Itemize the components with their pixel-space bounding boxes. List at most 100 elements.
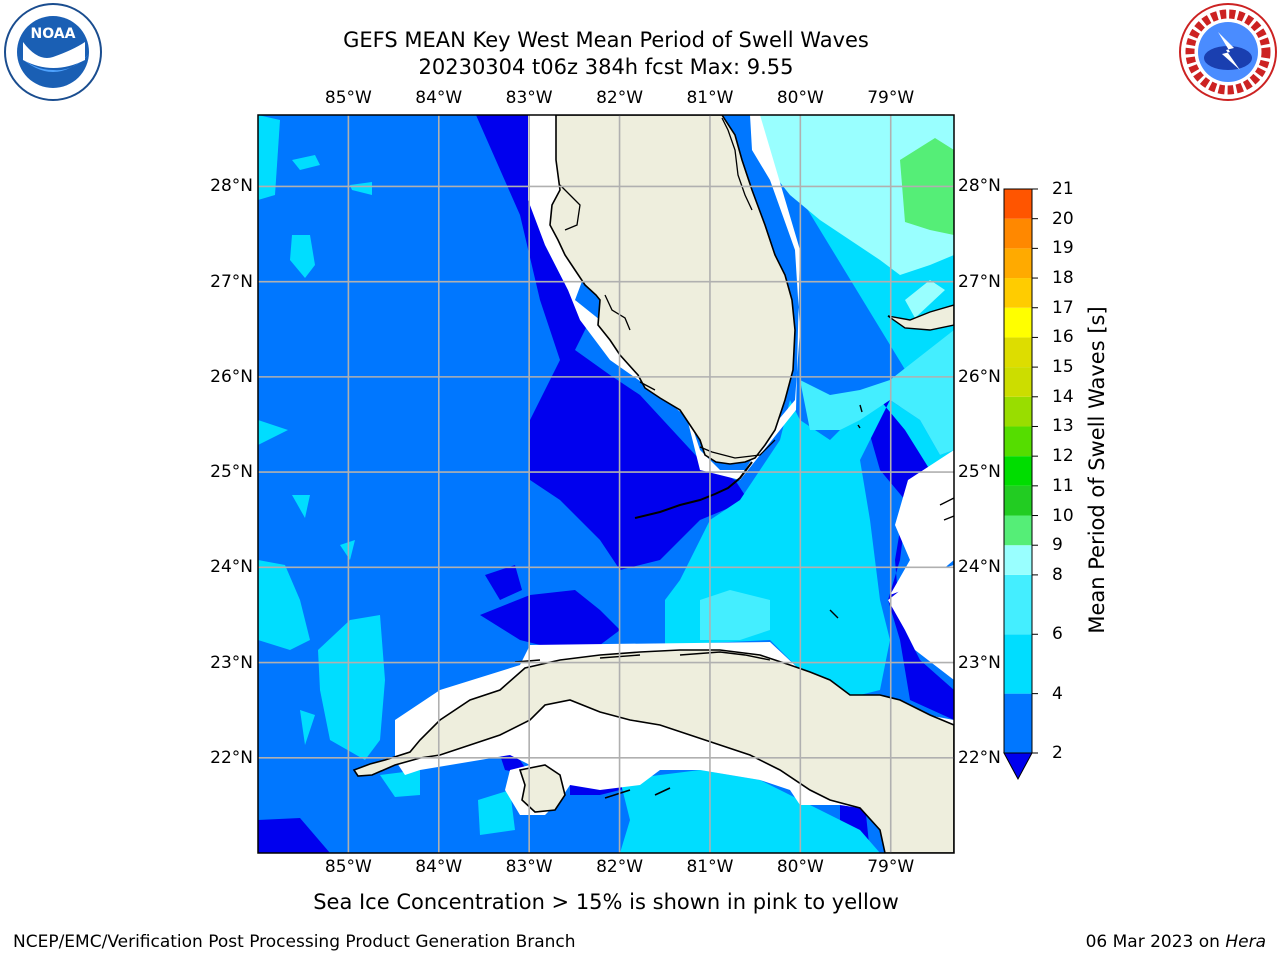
colorbar-tick-label: 20 (1052, 208, 1074, 229)
colorbar-tick-label: 18 (1052, 268, 1074, 289)
colorbar-tick-label: 16 (1052, 327, 1074, 348)
lat-label: 23°N (958, 652, 1001, 673)
cuba-land (352, 649, 954, 853)
lat-label: 27°N (210, 271, 253, 292)
lat-label: 22°N (210, 747, 253, 768)
colorbar-tick-label: 19 (1052, 238, 1074, 259)
lat-label: 22°N (958, 747, 1001, 768)
colorbar-tick-label: 11 (1052, 475, 1074, 496)
colorbar-frame (1003, 188, 1033, 754)
colorbar-title: Mean Period of Swell Waves [s] (1085, 306, 1109, 634)
field-4-6 (300, 710, 315, 745)
field-4-6 (318, 615, 385, 760)
no-data-mask (888, 565, 954, 680)
colorbar-segment (1004, 396, 1032, 427)
lon-label: 85°W (324, 88, 372, 108)
lat-label: 28°N (210, 176, 253, 197)
footer-credit: NCEP/EMC/Verification Post Processing Pr… (13, 932, 576, 952)
lat-label: 23°N (210, 652, 253, 673)
colorbar-tick-label: 2 (1052, 743, 1063, 763)
colorbar-segment (1004, 367, 1032, 397)
colorbar-tick-label: 12 (1052, 446, 1074, 467)
colorbar-tick-label: 14 (1052, 386, 1074, 407)
colorbar-segment (1004, 485, 1032, 516)
field-under-2 (480, 590, 620, 650)
nws-logo (1179, 3, 1277, 101)
bahamas-islands (829, 404, 954, 619)
field-4-6 (292, 495, 310, 518)
colorbar-segment (1004, 307, 1032, 338)
lat-label: 24°N (958, 557, 1001, 578)
field-8-9 (905, 280, 945, 318)
lat-label: 26°N (210, 366, 253, 387)
lon-label: 83°W (505, 857, 553, 877)
lon-label: 82°W (596, 857, 644, 877)
colorbar-tick-label: 9 (1052, 535, 1063, 556)
colorbar-segment (1004, 248, 1032, 279)
field-6-8 (800, 330, 954, 455)
colorbar-tick-label: 6 (1052, 624, 1063, 645)
cuba-south-cays (604, 787, 671, 799)
no-data-mask (890, 450, 954, 595)
isle-of-youth (518, 764, 566, 813)
chart-title: GEFS MEAN Key West Mean Period of Swell … (343, 28, 869, 52)
field-under-2 (485, 565, 522, 600)
field-4-6 (620, 770, 880, 853)
lon-label: 84°W (415, 88, 463, 108)
colorbar-tick-label: 10 (1052, 505, 1074, 526)
colorbar-tick-label: 13 (1052, 416, 1074, 437)
colorbar-segment (1004, 278, 1032, 308)
field-4-6 (340, 540, 355, 560)
lon-label: 80°W (776, 88, 824, 108)
lat-label: 25°N (210, 462, 253, 483)
lon-label: 83°W (505, 88, 553, 108)
colorbar-segment (1004, 337, 1032, 368)
colorbar-segment (1004, 574, 1032, 635)
florida-coast-detail (559, 117, 776, 459)
lat-label: 25°N (958, 462, 1001, 483)
colorbar (1003, 188, 1038, 781)
colorbar-segment (1004, 693, 1032, 753)
florida-keys (634, 461, 753, 519)
lon-label: 79°W (867, 857, 915, 877)
field-4-6 (290, 235, 315, 278)
field-under-2 (258, 818, 330, 853)
sea-ice-note: Sea Ice Concentration > 15% is shown in … (313, 890, 899, 914)
colorbar-segment (1004, 189, 1032, 219)
colorbar-under-extension (1003, 752, 1033, 781)
colorbar-segment (1004, 515, 1032, 546)
colorbar-tick-label: 4 (1052, 683, 1063, 704)
field-4-6 (478, 790, 515, 835)
field-6-8 (700, 590, 770, 640)
footer-date: 06 Mar 2023 on Hera (1085, 932, 1266, 952)
field-8-9 (752, 115, 954, 275)
lat-label: 28°N (958, 176, 1001, 197)
chart-subtitle: 20230304 t06z 384h fcst Max: 9.55 (418, 55, 794, 79)
lat-label: 24°N (210, 557, 253, 578)
lon-label: 79°W (867, 88, 915, 108)
field-4-6 (380, 770, 420, 797)
map-gridlines (258, 115, 954, 853)
colorbar-tick-label: 21 (1052, 179, 1074, 199)
lon-label: 85°W (324, 857, 372, 877)
svg-text:NOAA: NOAA (31, 26, 76, 42)
map-plot-area (258, 115, 954, 853)
map-frame (257, 114, 955, 854)
field-4-6 (258, 115, 280, 200)
colorbar-segment (1004, 545, 1032, 575)
lon-label: 81°W (686, 88, 734, 108)
colorbar-segment (1004, 634, 1032, 694)
colorbar-tick-label: 8 (1052, 564, 1063, 585)
field-4-6 (258, 560, 310, 650)
lon-label: 84°W (415, 857, 463, 877)
field-4-6 (350, 182, 372, 195)
colorbar-segment (1004, 426, 1032, 457)
lon-label: 80°W (776, 857, 824, 877)
lat-label: 26°N (958, 366, 1001, 387)
field-4-6 (292, 155, 320, 170)
colorbar-tick-label: 15 (1052, 357, 1074, 378)
lon-label: 82°W (596, 88, 644, 108)
field-4-6 (258, 420, 288, 445)
noaa-logo: NOAA (4, 3, 102, 101)
